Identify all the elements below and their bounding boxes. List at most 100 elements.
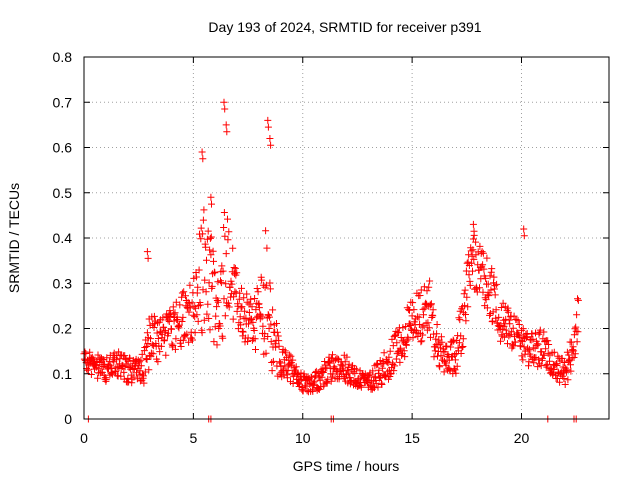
data-point — [333, 354, 341, 362]
data-point — [202, 288, 210, 296]
data-point — [273, 320, 280, 327]
data-point — [319, 369, 327, 376]
data-point — [142, 355, 150, 363]
data-point — [483, 254, 491, 262]
data-point — [201, 276, 209, 284]
data-point — [431, 347, 439, 355]
data-point — [233, 269, 241, 277]
data-point — [460, 309, 468, 317]
data-point — [230, 293, 238, 301]
data-point — [462, 267, 470, 275]
data-point — [429, 312, 437, 320]
data-point — [121, 352, 129, 360]
data-point — [316, 376, 324, 384]
data-point — [535, 356, 543, 364]
chart-title: Day 193 of 2024, SRMTID for receiver p39… — [208, 19, 481, 35]
data-point — [396, 358, 404, 366]
data-point — [574, 296, 582, 304]
data-point — [174, 316, 182, 324]
data-point — [240, 294, 248, 302]
data-point — [567, 338, 575, 346]
data-point — [124, 357, 132, 365]
data-point — [571, 350, 579, 358]
data-point — [143, 248, 151, 256]
data-point — [302, 382, 310, 390]
data-point — [395, 329, 403, 337]
data-point — [94, 374, 102, 382]
data-point — [209, 247, 217, 255]
data-point — [328, 373, 336, 381]
data-point — [542, 345, 550, 353]
data-point — [156, 348, 164, 356]
data-point — [378, 381, 386, 388]
data-point — [182, 292, 189, 300]
data-point — [546, 357, 553, 365]
data-point — [262, 227, 270, 235]
data-point — [478, 248, 486, 256]
data-point — [171, 309, 179, 317]
data-point — [197, 224, 205, 232]
data-point — [145, 366, 153, 374]
x-tick-label: 20 — [514, 430, 530, 446]
data-point — [82, 350, 90, 357]
data-point — [488, 265, 496, 273]
data-point — [175, 321, 183, 329]
data-point — [213, 341, 221, 349]
data-point — [458, 343, 466, 351]
data-point — [464, 303, 472, 311]
data-point — [527, 336, 535, 344]
data-point — [357, 383, 365, 391]
data-point — [222, 250, 230, 258]
data-point — [518, 352, 526, 360]
data-point — [374, 360, 382, 368]
data-point — [239, 328, 247, 336]
data-point — [440, 368, 448, 376]
data-point — [463, 293, 471, 301]
data-point — [398, 351, 406, 359]
data-point — [179, 336, 187, 344]
y-tick-label: 0.4 — [53, 230, 73, 246]
data-point — [144, 340, 152, 347]
data-point — [89, 355, 97, 363]
data-point — [371, 384, 378, 392]
data-point — [263, 244, 271, 252]
data-point — [389, 361, 397, 368]
data-point — [286, 351, 294, 359]
data-point — [172, 335, 180, 343]
data-point — [214, 298, 222, 306]
data-point — [221, 312, 229, 320]
data-point — [237, 304, 245, 312]
data-point — [450, 337, 458, 345]
data-point — [181, 332, 189, 340]
data-point — [125, 364, 133, 371]
data-point — [257, 311, 265, 319]
data-point — [220, 98, 228, 106]
data-point — [455, 339, 463, 347]
data-point — [183, 330, 191, 338]
data-point — [417, 286, 425, 294]
y-tick-label: 0.7 — [53, 94, 73, 110]
data-point — [143, 343, 151, 350]
data-point — [563, 366, 571, 374]
data-point — [515, 321, 523, 328]
data-point — [243, 298, 251, 306]
data-point — [425, 324, 433, 332]
data-point — [374, 383, 382, 391]
data-point — [408, 312, 416, 320]
data-point — [129, 366, 137, 373]
data-point — [420, 311, 427, 319]
y-tick-label: 0.2 — [53, 321, 73, 337]
data-point — [492, 306, 500, 314]
data-point — [459, 343, 467, 350]
data-point — [467, 247, 475, 255]
y-tick-label: 0.8 — [53, 49, 73, 65]
data-point — [147, 349, 155, 357]
data-point — [438, 338, 446, 346]
data-point — [465, 271, 473, 279]
data-point — [141, 344, 149, 351]
x-axis-label: GPS time / hours — [293, 458, 400, 474]
data-point — [365, 372, 373, 380]
data-point — [213, 303, 221, 311]
data-point — [203, 256, 210, 264]
data-point — [493, 280, 501, 288]
